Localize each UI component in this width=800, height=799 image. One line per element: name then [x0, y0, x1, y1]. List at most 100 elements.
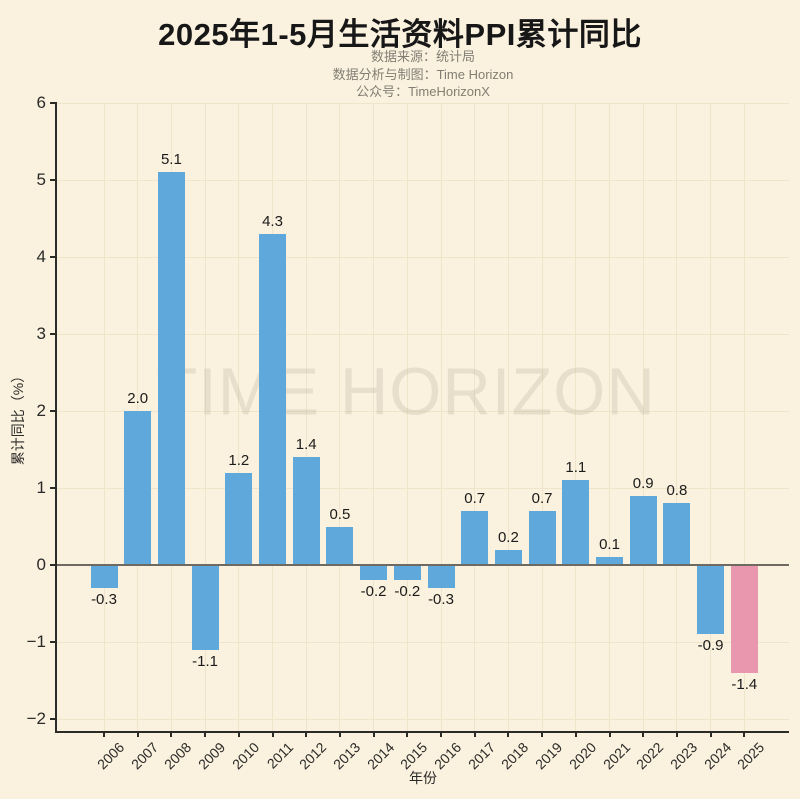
bar-2018	[494, 549, 522, 565]
x-tick-mark	[271, 731, 274, 737]
x-tick-mark	[406, 731, 409, 737]
y-tick-mark	[50, 333, 57, 335]
bar-value-label: -0.2	[394, 583, 421, 601]
x-tick-mark	[338, 731, 341, 737]
bar-value-label: -0.3	[91, 591, 117, 609]
bar-2007	[124, 411, 152, 565]
x-tick-mark	[608, 731, 611, 737]
v-gridline	[305, 103, 307, 731]
bar-2016	[427, 565, 455, 589]
bar-2019	[528, 511, 556, 565]
y-tick-label: 1	[36, 478, 46, 497]
bar-2013	[326, 526, 354, 565]
h-gridline	[57, 487, 789, 489]
v-gridline	[743, 103, 745, 731]
x-tick-mark	[574, 731, 577, 737]
bar-2006	[90, 565, 118, 589]
y-tick-mark	[50, 487, 57, 489]
y-tick-mark	[50, 641, 57, 643]
y-tick-label: 0	[36, 555, 46, 574]
y-tick-label: −1	[26, 632, 46, 651]
v-gridline	[339, 103, 341, 731]
y-axis-spine	[55, 103, 57, 733]
y-tick-label: 3	[36, 324, 46, 343]
h-gridline	[57, 718, 789, 720]
h-gridline	[57, 333, 789, 335]
v-gridline	[204, 103, 206, 731]
bar-2023	[663, 503, 691, 565]
watermark-text: TIME HORIZON	[156, 354, 656, 430]
x-tick-mark	[675, 731, 678, 737]
bar-value-label: -1.1	[192, 652, 219, 670]
bar-value-label: 0.8	[666, 482, 688, 500]
bar-value-label: -0.2	[360, 583, 387, 601]
h-gridline	[57, 410, 789, 412]
h-gridline	[57, 102, 789, 104]
bar-2017	[461, 511, 489, 565]
v-gridline	[541, 103, 543, 731]
x-tick-mark	[743, 731, 746, 737]
x-tick-mark	[642, 731, 645, 737]
v-gridline	[373, 103, 375, 731]
subtitle-source: 数据来源：统计局	[370, 49, 475, 64]
y-tick-label: −2	[26, 709, 46, 728]
h-gridline	[57, 256, 789, 258]
y-tick-mark	[50, 179, 57, 181]
bar-value-label: 2.0	[127, 390, 149, 407]
x-tick-mark	[372, 731, 375, 737]
x-tick-mark	[440, 731, 442, 737]
y-tick-mark	[50, 718, 57, 720]
bar-2025	[730, 565, 758, 673]
x-tick-mark	[305, 731, 308, 737]
bar-value-label: -0.3	[428, 591, 454, 609]
v-gridline	[676, 103, 678, 731]
x-tick-mark	[170, 731, 173, 737]
bar-value-label: -1.4	[731, 675, 758, 693]
y-tick-mark	[50, 256, 57, 258]
v-gridline	[609, 103, 610, 731]
x-tick-mark	[136, 731, 139, 737]
x-tick-mark	[473, 731, 476, 737]
v-gridline	[474, 103, 476, 731]
x-tick-mark	[507, 731, 510, 737]
zero-line	[57, 564, 789, 566]
bar-2014	[360, 565, 388, 581]
v-gridline	[103, 103, 105, 731]
bar-value-label: 0.7	[531, 490, 553, 508]
bar-2022	[629, 495, 657, 565]
y-tick-label: 5	[36, 170, 46, 189]
bar-2015	[393, 565, 421, 581]
v-gridline	[642, 103, 644, 731]
v-gridline	[710, 103, 712, 731]
bar-value-label: 1.4	[295, 436, 317, 454]
x-tick-mark	[103, 731, 105, 737]
bar-value-label: 0.5	[329, 505, 351, 523]
y-tick-mark	[50, 102, 57, 104]
h-gridline	[57, 179, 789, 181]
x-axis-spine	[55, 730, 789, 733]
bar-value-label: 1.1	[565, 459, 587, 477]
bar-value-label: 0.9	[632, 474, 654, 492]
bar-2024	[697, 565, 725, 635]
subtitle-account: 公众号：TimeHorizonX	[356, 84, 490, 99]
x-tick-mark	[709, 731, 712, 737]
y-tick-mark	[50, 410, 57, 412]
bar-value-label: 5.1	[160, 151, 182, 169]
bar-2011	[259, 233, 286, 565]
bar-value-label: 0.2	[497, 528, 519, 546]
bar-2020	[562, 480, 590, 565]
x-tick-mark	[204, 731, 207, 737]
bar-2021	[596, 557, 623, 565]
x-tick-mark	[237, 731, 240, 737]
v-gridline	[440, 103, 442, 731]
bar-2009	[191, 565, 219, 650]
bar-value-label: 4.3	[262, 212, 283, 230]
h-gridline	[57, 641, 789, 643]
chart-title: 2025年1-5月生活资料PPI累计同比	[158, 17, 642, 52]
bar-value-label: 0.7	[464, 490, 486, 508]
bar-2012	[292, 457, 320, 565]
v-gridline	[406, 103, 408, 731]
y-axis-title: 累计同比（%）	[10, 368, 26, 466]
v-gridline	[575, 103, 577, 731]
